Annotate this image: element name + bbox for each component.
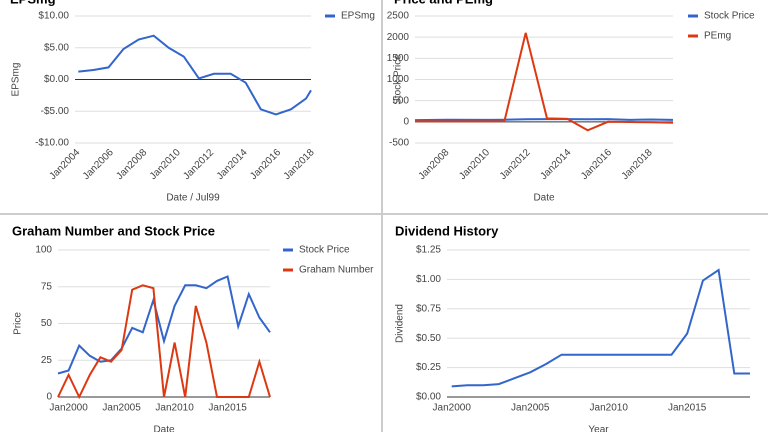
x-tick-label: Jan2005 xyxy=(511,403,550,414)
y-tick-label: $1.00 xyxy=(416,274,441,285)
chart-title: Price and PEmg xyxy=(394,0,493,6)
x-tick-label: Jan2005 xyxy=(102,403,141,414)
y-tick-label: 500 xyxy=(392,95,409,106)
legend-label: PEmg xyxy=(704,31,731,42)
y-tick-label: $0.00 xyxy=(416,392,441,403)
y-tick-label: 2500 xyxy=(387,11,410,22)
y-tick-label: 1500 xyxy=(387,53,410,64)
series-line xyxy=(57,284,271,400)
chart-title: EPSmg xyxy=(10,0,56,6)
x-axis-title: Date xyxy=(533,193,555,204)
y-tick-label: $0.50 xyxy=(416,333,441,344)
legend-label: Stock Price xyxy=(299,245,350,256)
series-line xyxy=(414,32,674,132)
y-tick-label: 0 xyxy=(403,116,409,127)
y-axis-title: Price xyxy=(13,312,24,335)
y-tick-label: $0.75 xyxy=(416,303,441,314)
x-tick-label: Jan2015 xyxy=(208,403,247,414)
y-tick-label: 50 xyxy=(41,318,53,329)
x-tick-label: Jan2015 xyxy=(668,403,707,414)
y-tick-label: 100 xyxy=(35,245,52,256)
y-tick-label: 25 xyxy=(41,355,53,366)
y-tick-label: 1000 xyxy=(387,74,410,85)
x-axis-title: Year xyxy=(588,425,609,432)
series-line xyxy=(78,34,312,116)
y-tick-label: -$5.00 xyxy=(41,106,70,117)
y-tick-label: 2000 xyxy=(387,32,410,43)
y-tick-label: $0.25 xyxy=(416,362,441,373)
x-tick-label: Jan2000 xyxy=(433,403,472,414)
y-tick-label: -$10.00 xyxy=(35,138,69,149)
x-axis-title: Date xyxy=(153,425,175,432)
y-tick-label: $0.00 xyxy=(44,74,69,85)
y-tick-label: $1.25 xyxy=(416,245,441,256)
y-tick-label: $5.00 xyxy=(44,42,69,53)
y-tick-label: 0 xyxy=(46,392,52,403)
x-axis-title: Date / Jul99 xyxy=(166,193,220,204)
series-line xyxy=(451,268,750,388)
legend-label: Graham Number xyxy=(299,265,374,276)
x-tick-label: Jan2000 xyxy=(49,403,88,414)
legend-label: EPSmg xyxy=(341,11,375,22)
chart-title: Dividend History xyxy=(395,223,499,238)
y-tick-label: 75 xyxy=(41,281,53,292)
x-tick-label: Jan2010 xyxy=(590,403,629,414)
x-tick-label: Jan2010 xyxy=(155,403,194,414)
legend-label: Stock Price xyxy=(704,11,755,22)
series-line xyxy=(414,118,674,122)
y-axis-title: EPSmg xyxy=(11,63,22,97)
y-axis-title: Dividend xyxy=(395,304,406,343)
y-tick-label: -500 xyxy=(389,138,409,149)
series-line xyxy=(57,275,271,375)
y-axis-title: Stock Price xyxy=(393,54,404,105)
chart-title: Graham Number and Stock Price xyxy=(12,223,215,238)
y-tick-label: $10.00 xyxy=(38,11,69,22)
